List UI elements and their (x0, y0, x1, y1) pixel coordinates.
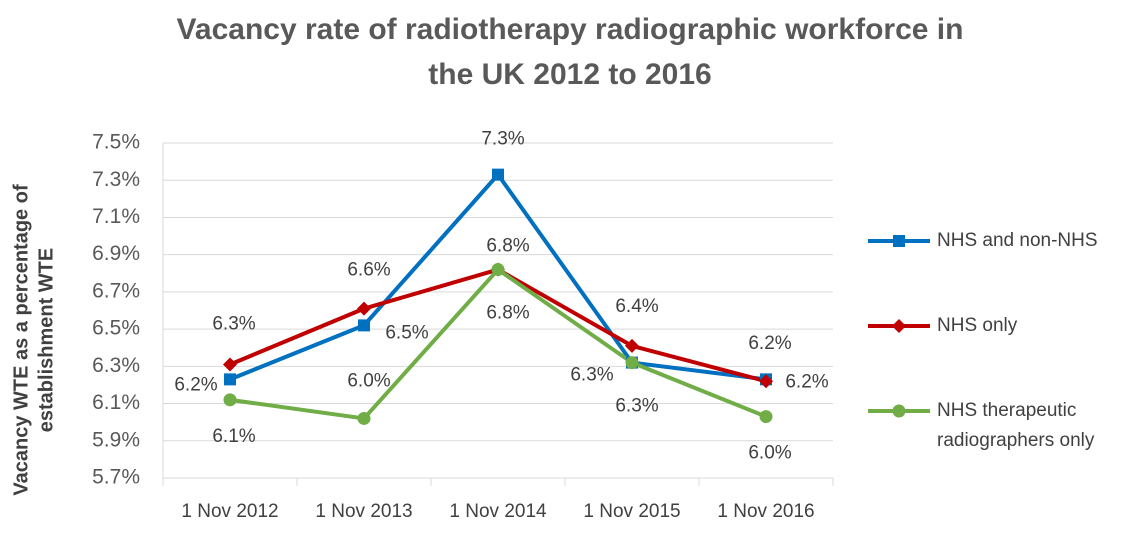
y-tick-label: 6.9% (92, 242, 140, 265)
y-tick-label: 7.5% (92, 131, 140, 154)
marker (892, 319, 906, 333)
y-tick-label: 5.9% (92, 428, 140, 451)
data-label: 6.3% (615, 396, 658, 417)
data-label: 6.8% (486, 303, 529, 324)
data-label: 6.1% (212, 426, 255, 447)
marker (224, 373, 236, 386)
series-line (229, 267, 767, 384)
legend-label: NHS and non-NHS (937, 230, 1098, 251)
data-label: 6.5% (385, 322, 428, 343)
data-label: 6.2% (785, 371, 828, 392)
data-label: 7.3% (481, 129, 524, 150)
x-tick-label: 1 Nov 2013 (315, 501, 412, 522)
marker (223, 393, 237, 407)
y-axis-title: Vacancy WTE as a percentage of establish… (10, 184, 57, 496)
y-axis-title-line: establishment WTE (35, 248, 57, 432)
y-tick-label: 6.1% (92, 391, 140, 414)
marker (358, 319, 370, 332)
data-label: 6.6% (347, 260, 390, 281)
marker (357, 411, 371, 425)
y-tick-label: 7.1% (92, 205, 140, 228)
y-tick-label: 7.3% (92, 168, 140, 191)
series-line (229, 172, 767, 382)
y-tick-label: 6.3% (92, 354, 140, 377)
marker (893, 235, 905, 247)
chart-title: the UK 2012 to 2016 (428, 58, 711, 91)
x-tick-label: 1 Nov 2012 (181, 501, 278, 522)
y-axis-title-line: Vacancy WTE as a percentage of (10, 184, 32, 496)
data-label: 6.4% (615, 296, 658, 317)
data-label: 6.0% (347, 370, 390, 391)
marker (625, 356, 639, 370)
marker (491, 263, 505, 277)
marker (492, 168, 504, 181)
data-label: 6.2% (174, 374, 217, 395)
chart-title: Vacancy rate of radiotherapy radiographi… (177, 13, 964, 46)
data-label: 6.3% (570, 365, 613, 386)
marker (357, 301, 371, 316)
data-label: 6.3% (212, 313, 255, 334)
y-tick-label: 6.5% (92, 317, 140, 340)
y-tick-label: 6.7% (92, 279, 140, 302)
data-label: 6.0% (748, 443, 791, 464)
data-label: 6.2% (748, 333, 791, 354)
legend-label: NHS only (937, 315, 1018, 336)
y-tick-label: 5.7% (92, 466, 140, 489)
marker (625, 338, 639, 353)
marker (759, 410, 773, 424)
marker (892, 404, 906, 418)
marker (759, 374, 773, 389)
legend-label: NHS therapeutic radiographers only (937, 400, 1095, 451)
marker (223, 357, 237, 372)
x-tick-label: 1 Nov 2014 (449, 501, 547, 522)
x-tick-label: 1 Nov 2016 (717, 501, 814, 522)
x-tick-label: 1 Nov 2015 (583, 501, 680, 522)
data-label: 6.8% (486, 236, 529, 257)
